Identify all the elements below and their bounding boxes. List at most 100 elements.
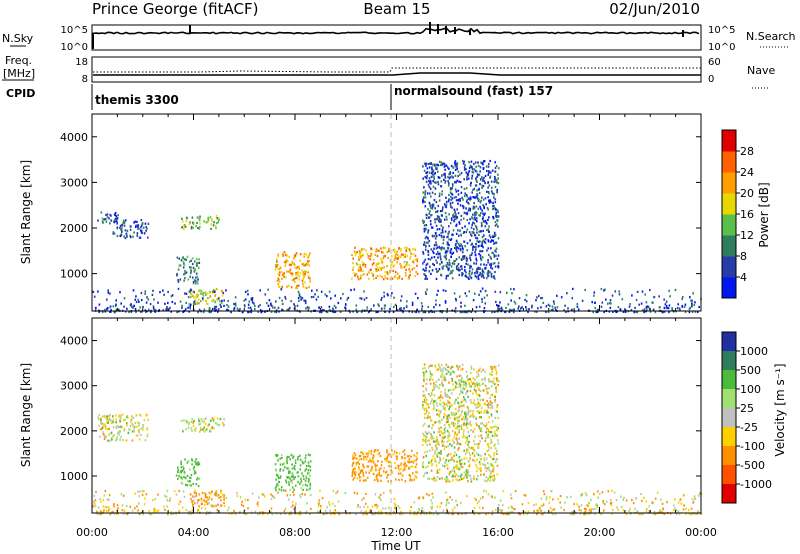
heatmap-cell bbox=[198, 217, 201, 221]
heatmap-cell bbox=[661, 502, 664, 505]
heatmap-cell bbox=[302, 282, 304, 285]
heatmap-cell bbox=[386, 476, 388, 479]
heatmap-cell bbox=[373, 455, 375, 458]
heatmap-cell bbox=[472, 415, 475, 419]
heatmap-cell bbox=[684, 310, 687, 314]
heatmap-cell bbox=[234, 296, 237, 299]
heatmap-cell bbox=[275, 485, 278, 488]
heatmap-cell bbox=[121, 226, 123, 229]
y-tick-label: 1000 bbox=[60, 470, 88, 483]
heatmap-cell bbox=[99, 435, 101, 438]
heatmap-cell bbox=[388, 248, 391, 251]
heatmap-cell bbox=[440, 185, 443, 188]
heatmap-cell bbox=[427, 208, 429, 211]
heatmap-cell bbox=[493, 262, 496, 265]
heatmap-cell bbox=[305, 468, 307, 471]
heatmap-cell bbox=[379, 454, 382, 458]
heatmap-cell bbox=[196, 281, 199, 284]
heatmap-cell bbox=[197, 463, 199, 466]
heatmap-cell bbox=[294, 281, 296, 284]
heatmap-cell bbox=[432, 173, 434, 176]
heatmap-cell bbox=[440, 214, 443, 217]
heatmap-cell bbox=[380, 261, 383, 264]
heatmap-cell bbox=[467, 379, 469, 382]
heatmap-cell bbox=[536, 509, 539, 512]
heatmap-cell bbox=[545, 495, 548, 498]
heatmap-cell bbox=[201, 292, 204, 295]
heatmap-cell bbox=[205, 500, 208, 503]
heatmap-cell bbox=[492, 239, 495, 242]
heatmap-cell bbox=[144, 290, 147, 293]
heatmap-cell bbox=[432, 423, 435, 427]
heatmap-cell bbox=[340, 297, 342, 300]
heatmap-cell bbox=[299, 259, 301, 262]
heatmap-cell bbox=[128, 428, 131, 431]
heatmap-cell bbox=[433, 256, 436, 259]
heatmap-cell bbox=[208, 496, 211, 499]
heatmap-cell bbox=[458, 468, 460, 471]
heatmap-cell bbox=[368, 471, 371, 474]
heatmap-cell bbox=[444, 205, 447, 208]
heatmap-cell bbox=[264, 495, 266, 498]
heatmap-cell bbox=[448, 435, 451, 438]
heatmap-cell bbox=[454, 163, 456, 166]
heatmap-cell bbox=[474, 196, 476, 199]
heatmap-cell bbox=[490, 441, 493, 444]
heatmap-cell bbox=[475, 236, 477, 240]
heatmap-cell bbox=[339, 310, 342, 313]
heatmap-cell bbox=[429, 372, 432, 375]
heatmap-cell bbox=[386, 250, 389, 254]
heatmap-cell bbox=[682, 296, 684, 299]
heatmap-cell bbox=[299, 458, 302, 461]
heatmap-cell bbox=[400, 464, 402, 467]
heatmap-cell bbox=[376, 249, 378, 252]
heatmap-cell bbox=[184, 483, 187, 486]
heatmap-cell bbox=[373, 450, 376, 453]
heatmap-cell bbox=[495, 241, 498, 244]
heatmap-cell bbox=[601, 301, 604, 304]
heatmap-cell bbox=[461, 376, 463, 379]
heatmap-cell bbox=[691, 305, 693, 308]
heatmap-cell bbox=[441, 228, 444, 231]
heatmap-cell bbox=[483, 276, 485, 279]
heatmap-cell bbox=[451, 508, 454, 511]
heatmap-cell bbox=[430, 214, 432, 217]
heatmap-cell bbox=[466, 173, 469, 176]
heatmap-cell bbox=[377, 449, 379, 452]
heatmap-cell bbox=[456, 167, 458, 170]
heatmap-cell bbox=[454, 433, 456, 436]
heatmap-cell bbox=[310, 296, 313, 299]
heatmap-cell bbox=[378, 304, 380, 308]
heatmap-cell bbox=[136, 220, 138, 223]
heatmap-cell bbox=[430, 226, 433, 229]
heatmap-cell bbox=[105, 509, 108, 512]
heatmap-cell bbox=[268, 299, 271, 302]
heatmap-cell bbox=[469, 274, 471, 278]
heatmap-cell bbox=[452, 233, 454, 236]
heatmap-cell bbox=[392, 453, 395, 456]
heatmap-cell bbox=[450, 187, 452, 190]
heatmap-cell bbox=[146, 227, 148, 230]
heatmap-cell bbox=[436, 210, 439, 213]
heatmap-cell bbox=[490, 190, 493, 193]
heatmap-cell bbox=[294, 476, 297, 479]
heatmap-cell bbox=[493, 476, 496, 479]
heatmap-cell bbox=[435, 510, 438, 513]
heatmap-cell bbox=[472, 246, 474, 249]
heatmap-cell bbox=[437, 430, 440, 433]
heatmap-cell bbox=[466, 439, 468, 442]
heatmap-cell bbox=[296, 287, 298, 290]
heatmap-cell bbox=[668, 304, 671, 307]
heatmap-cell bbox=[404, 465, 407, 468]
heatmap-cell bbox=[610, 504, 613, 507]
heatmap-cell bbox=[366, 465, 368, 468]
heatmap-cell bbox=[455, 199, 458, 202]
heatmap-cell bbox=[388, 311, 391, 314]
heatmap-cell bbox=[479, 390, 482, 393]
heatmap-cell bbox=[138, 438, 141, 441]
heatmap-cell bbox=[483, 457, 485, 460]
heatmap-cell bbox=[473, 385, 476, 388]
heatmap-cell bbox=[545, 310, 547, 313]
heatmap-cell bbox=[648, 510, 651, 513]
heatmap-cell bbox=[416, 264, 418, 267]
